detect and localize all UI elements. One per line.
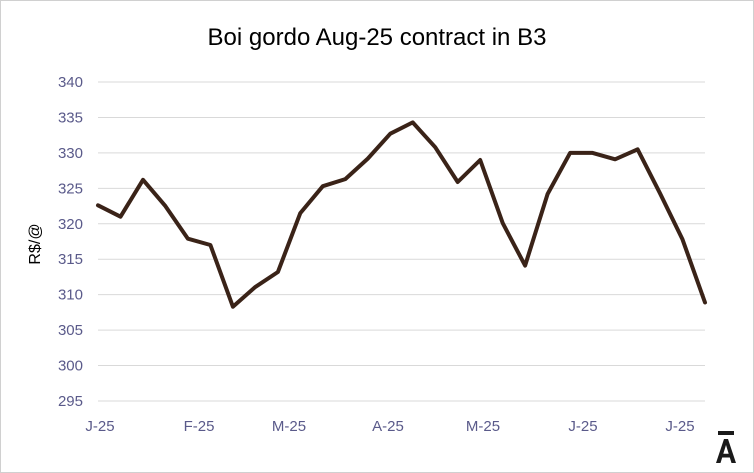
brand-logo-icon (716, 431, 736, 463)
series-line (96, 120, 707, 309)
y-tick-label: 305 (58, 322, 83, 339)
y-tick-label: 325 (58, 180, 83, 197)
y-tick-label: 330 (58, 145, 83, 162)
series-group (96, 120, 707, 309)
x-tick-label: J-25 (568, 418, 597, 435)
x-tick-label: F-25 (184, 418, 215, 435)
x-tick-label: M-25 (272, 418, 306, 435)
y-tick-label: 340 (58, 74, 83, 91)
x-tick-label: J-25 (665, 418, 694, 435)
y-tick-label: 310 (58, 287, 83, 304)
y-tick-label: 335 (58, 109, 83, 126)
y-axis-ticks: 295 300 305 310 315 320 325 330 335 340 (58, 74, 83, 410)
y-axis-title: R$/@ (27, 223, 44, 264)
x-tick-label: M-25 (466, 418, 500, 435)
x-tick-label: J-25 (85, 418, 114, 435)
x-axis-ticks: J-25 F-25 M-25 A-25 M-25 J-25 J-25 (85, 418, 694, 435)
y-tick-label: 315 (58, 251, 83, 268)
x-tick-label: A-25 (372, 418, 404, 435)
y-tick-label: 320 (58, 216, 83, 233)
y-tick-label: 300 (58, 358, 83, 375)
gridlines (98, 81, 705, 402)
y-tick-label: 295 (58, 393, 83, 410)
chart-title: Boi gordo Aug-25 contract in B3 (208, 24, 547, 51)
